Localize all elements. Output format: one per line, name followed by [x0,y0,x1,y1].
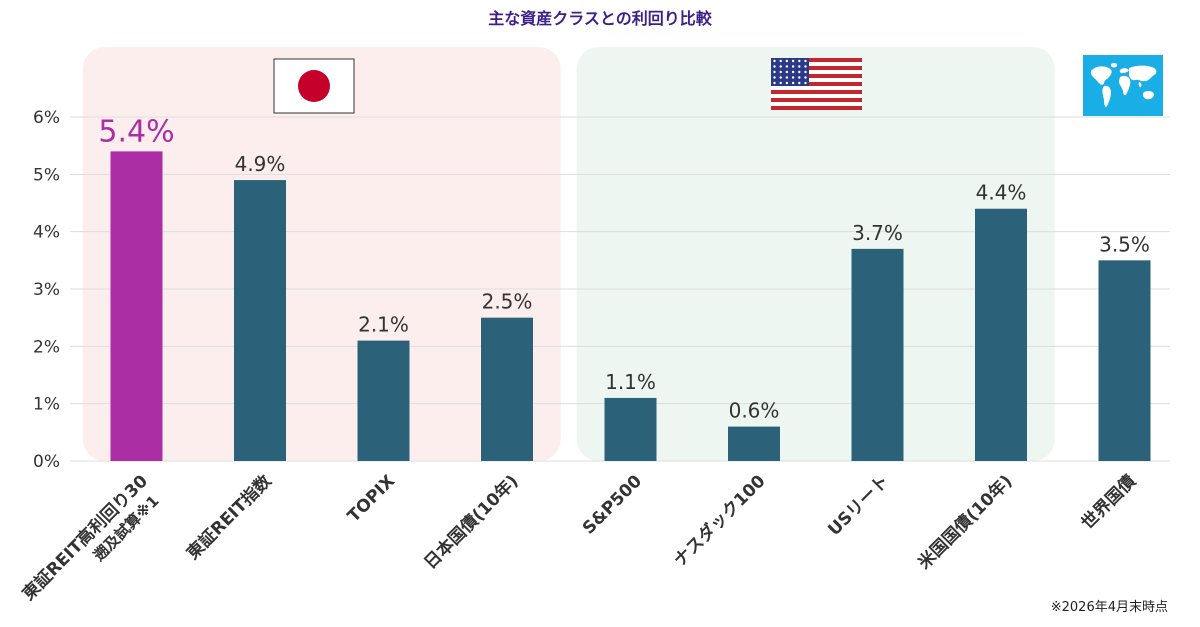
region-flags [273,55,1163,116]
x-tick-label-8: 世界国債 [1077,471,1140,534]
value-label-3: 2.5% [482,290,533,314]
bars [110,151,1151,462]
bar-4 [604,397,657,461]
y-tick-label: 2% [33,337,60,357]
region-background-usa [576,47,1055,461]
bar-7 [975,208,1027,461]
x-tick-label-line: 東証REIT指数 [182,470,276,564]
x-tick-label-line: 米国国債(10年) [914,471,1017,574]
region-backgrounds [82,47,1055,461]
value-label-7: 4.4% [976,181,1027,205]
value-labels: 5.4% 4.9% 2.1% 2.5% 1.1% 0.6% 3.7% 4.4% 3.5% [98,114,1150,422]
bar-5 [728,426,780,461]
y-axis: 0% 1% 2% 3% 4% 5% 6% [33,108,60,472]
x-tick-label-line: 世界国債 [1077,471,1140,534]
bar-6 [851,248,904,461]
x-tick-label-7: 米国国債(10年) [914,471,1017,574]
x-tick-label-4: S&P500 [579,471,646,538]
y-tick-label: 5% [33,165,60,185]
world-map-icon [1083,55,1163,116]
y-tick-label: 4% [33,223,60,243]
footnote: ※2026年4月末時点 [1051,600,1168,615]
x-tick-label-line: TOPIX [344,471,399,526]
x-tick-label-3: 日本国債(10年) [420,471,523,574]
y-tick-label: 0% [33,452,60,472]
bar-8 [1098,260,1151,461]
japan-flag-icon [273,58,355,114]
bar-0 [110,151,163,461]
bar-2 [357,340,410,461]
y-tick-label: 6% [33,108,60,128]
bar-3 [481,317,533,461]
x-tick-label-line: S&P500 [579,471,646,538]
x-tick-label-line: 東証REIT高利回り30 [18,471,152,605]
value-label-5: 0.6% [729,399,780,423]
region-background-japan [82,47,561,461]
value-label-4: 1.1% [605,370,656,394]
value-label-8: 3.5% [1099,232,1150,256]
value-label-2: 2.1% [358,313,409,337]
bar-1 [234,180,286,462]
x-tick-label-6: USリート [824,471,893,540]
value-label-0: 5.4% [98,114,174,149]
x-tick-label-2: TOPIX [344,471,399,526]
x-tick-label-line: 日本国債(10年) [420,471,523,574]
usa-flag-icon [771,58,862,110]
value-label-1: 4.9% [235,152,286,176]
x-tick-label-line: USリート [824,471,893,540]
x-tick-label-1: 東証REIT指数 [182,470,276,564]
chart-title: 主な資産クラスとの利回り比較 [488,9,713,28]
y-tick-label: 1% [33,395,60,415]
y-tick-label: 3% [33,280,60,300]
value-label-6: 3.7% [852,221,903,245]
x-tick-label-5: ナスダック100 [669,471,769,571]
x-tick-label-line: ナスダック100 [669,471,769,571]
